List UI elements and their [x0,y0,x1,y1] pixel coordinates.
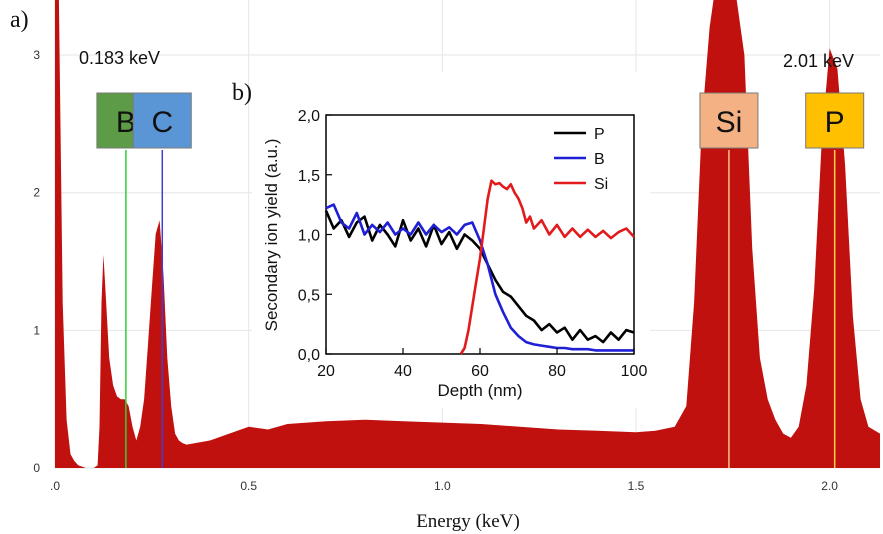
inset-series-lines [324,179,635,355]
inset-x-ticks: 20 40 60 80 100 [317,348,647,380]
element-label-si: Si [716,106,743,139]
sims-inset-panel: b) 20 40 60 80 100 0,0 0,5 1,0 1,5 2,0 Depth (nm… [232,72,650,408]
inset-x-axis-label: Depth (nm) [437,381,522,400]
eds-x-tick-label: 1.5 [628,479,645,493]
panel-label-b: b) [232,80,252,106]
inset-y-ticks: 0,0 0,5 1,0 1,5 2,0 [298,108,332,364]
eds-y-tick-label: 2 [33,186,40,200]
panel-label-a: a) [10,7,29,33]
element-box-p [805,92,865,149]
element-label-boxes: B C Si P [96,92,865,149]
legend-label-p: P [594,126,605,143]
inset-x-tick-label: 60 [471,363,489,380]
eds-y-tick-labels: 0 1 2 3 [33,48,40,475]
inset-plot-frame [325,114,635,355]
legend-label-b: B [594,151,605,168]
inset-y-axis-label: Secondary ion yield (a.u.) [262,139,281,332]
eds-spectrum-area [55,0,880,468]
eds-x-tick-label: 1.0 [434,479,451,493]
element-label-c: C [151,106,173,139]
element-marker-lines [125,150,836,468]
element-label-p: P [825,106,845,139]
legend-label-si: Si [594,176,608,193]
element-box-si [699,92,759,149]
annotation-p-energy: 2.01 keV [783,51,854,71]
eds-y-tick-label: 3 [33,48,40,62]
inset-y-tick-label: 1,5 [298,168,320,185]
eds-y-tick-label: 1 [33,323,40,337]
series-line-b [325,203,634,352]
eds-x-tick-label: 2.0 [821,479,838,493]
inset-y-tick-label: 2,0 [298,108,320,125]
inset-x-tick-label: 80 [548,363,566,380]
inset-y-tick-label: 0,0 [298,347,320,364]
inset-x-tick-label: 20 [317,363,335,380]
inset-x-tick-label: 100 [621,363,648,380]
eds-x-tick-labels: .0 0.5 1.0 1.5 2.0 [50,479,838,493]
inset-y-tick-label: 0,5 [298,287,320,304]
inset-y-tick-label: 1,0 [298,228,320,245]
annotation-b-energy: 0.183 keV [79,48,160,68]
eds-x-tick-label: 0.5 [240,479,257,493]
inset-legend: PB Si [554,126,608,193]
series-line-si [459,179,635,355]
inset-x-tick-label: 40 [394,363,412,380]
eds-x-tick-label: .0 [50,479,60,493]
eds-y-tick-label: 0 [33,461,40,475]
eds-x-axis-label: Energy (keV) [416,511,520,532]
element-box-c [132,92,192,149]
element-label-b: B [116,106,136,139]
